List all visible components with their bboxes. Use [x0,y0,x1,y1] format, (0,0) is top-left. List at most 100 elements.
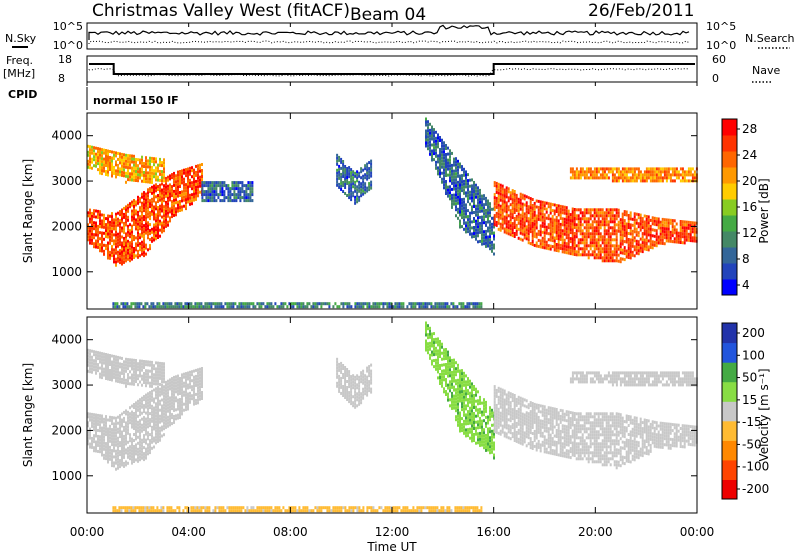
range-cell [117,466,119,470]
range-cell [173,414,175,418]
range-cell [183,171,185,175]
range-cell [561,247,564,251]
range-cell [109,430,111,434]
range-cell [509,218,512,222]
range-cell [155,166,157,170]
range-cell [541,209,544,213]
range-cell [302,302,305,306]
range-cell [458,302,461,306]
range-cell [115,218,117,222]
range-cell [163,190,165,194]
range-cell [87,165,89,169]
range-cell [189,184,191,188]
range-cell [459,192,461,196]
range-cell [125,217,127,221]
range-cell [581,167,584,171]
range-cell [360,182,363,186]
range-cell [433,359,435,363]
range-cell [143,233,145,237]
range-cell [505,219,508,223]
range-cell [493,196,496,200]
range-cell [115,257,117,261]
range-cell [348,394,351,398]
range-cell [227,187,230,191]
range-cell [605,250,608,254]
range-cell [147,407,149,411]
range-cell [147,369,149,373]
range-cell [617,253,620,257]
range-cell [163,362,165,366]
range-cell [338,380,341,384]
range-cell [599,223,602,227]
range-cell [569,237,572,241]
range-cell [483,206,485,210]
range-cell [575,229,578,233]
range-cell [475,183,477,187]
range-cell [463,185,465,189]
range-cell [525,237,528,241]
range-cell [103,148,105,152]
range-cell [541,242,544,246]
range-cell [435,145,437,149]
range-cell [455,187,457,191]
range-cell [205,199,208,203]
range-cell [541,206,544,210]
range-cell [425,333,427,337]
range-cell [91,217,93,221]
range-cell [179,383,181,386]
range-cell [591,170,594,174]
range-cell [483,239,485,243]
range-cell [111,162,113,166]
range-cell [589,253,592,257]
range-cell [653,222,656,226]
range-cell [625,213,628,217]
range-cell [671,225,674,229]
range-cell [125,247,127,251]
range-cell [157,425,159,428]
range-cell [457,192,459,196]
range-cell [109,214,111,218]
range-cell [519,213,522,217]
range-cell [551,224,554,228]
range-cell [346,194,349,197]
range-cell [553,242,556,246]
range-cell [117,454,119,458]
range-cell [99,168,101,172]
range-cell [651,228,654,232]
range-cell [344,302,347,306]
range-cell [127,446,129,450]
range-cell [637,252,640,256]
range-cell [153,415,155,419]
range-cell [113,171,115,175]
range-cell [525,210,528,214]
range-cell [372,302,375,306]
range-cell [665,176,668,180]
range-cell [471,232,473,236]
range-cell [187,377,189,381]
range-cell [352,185,355,189]
range-cell [137,459,139,463]
range-cell [131,200,133,204]
noise-traces [88,24,690,44]
range-cell [167,400,169,404]
range-cell [111,215,113,219]
range-cell [479,230,481,234]
range-cell [364,167,367,171]
range-cell [370,305,373,309]
range-cell [123,168,125,172]
range-cell [631,167,634,171]
range-cell [525,234,528,238]
range-cell [123,162,125,166]
range-cell [97,449,99,453]
range-cell [127,455,129,459]
range-cell [175,399,177,403]
range-cell [99,426,101,430]
range-cell [133,154,135,158]
range-cell [141,167,143,171]
range-cell [163,365,165,369]
range-cell [171,185,173,189]
range-cell [111,224,113,228]
range-cell [133,373,135,377]
range-cell [284,302,287,306]
range-cell [179,413,181,416]
